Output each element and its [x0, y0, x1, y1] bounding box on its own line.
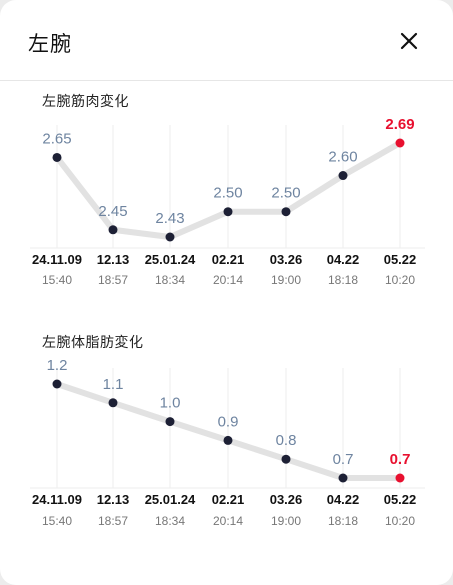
x-tick-time: 19:00	[271, 273, 301, 287]
x-tick-date: 03.26	[270, 252, 303, 267]
x-tick-date: 02.21	[212, 252, 245, 267]
x-tick-time: 15:40	[42, 514, 72, 528]
data-label: 0.8	[276, 432, 297, 449]
data-label: 2.45	[98, 203, 127, 220]
x-tick-date: 03.26	[270, 492, 303, 507]
x-tick-date: 04.22	[327, 492, 360, 507]
x-tick-date: 05.22	[384, 252, 417, 267]
x-tick-time: 20:14	[213, 273, 243, 287]
data-point[interactable]	[165, 232, 175, 242]
data-label: 1.1	[103, 376, 124, 393]
x-tick-date: 24.11.09	[32, 492, 82, 507]
muscle-chart: 2.65 2.45 2.43 2.50 2.50 2.60 2.69 24.11.09 15:4…	[30, 116, 425, 287]
x-tick-date: 05.22	[384, 492, 417, 507]
fat-chart-title: 左腕体脂肪変化	[42, 335, 144, 351]
data-label: 2.50	[271, 185, 300, 202]
data-point[interactable]	[338, 473, 348, 483]
data-label: 1.2	[47, 357, 68, 374]
data-point[interactable]	[338, 171, 348, 181]
data-label: 2.60	[328, 149, 357, 166]
muscle-chart-title: 左腕筋肉変化	[42, 94, 129, 110]
x-tick-time: 20:14	[213, 514, 243, 528]
data-point[interactable]	[223, 435, 233, 445]
data-point[interactable]	[52, 152, 62, 162]
x-tick-time: 18:57	[98, 273, 128, 287]
data-point[interactable]	[395, 138, 405, 148]
x-tick-time: 18:34	[155, 514, 185, 528]
x-tick-date: 25.01.24	[145, 492, 196, 507]
page-title: 左腕	[28, 32, 72, 56]
data-label: 0.9	[218, 413, 239, 430]
data-label: 2.65	[42, 130, 71, 147]
data-label: 1.0	[160, 395, 181, 412]
data-point[interactable]	[165, 417, 175, 427]
close-icon	[400, 32, 418, 50]
data-label: 2.43	[155, 210, 184, 227]
x-tick-time: 19:00	[271, 514, 301, 528]
x-tick-date: 02.21	[212, 492, 245, 507]
data-point[interactable]	[281, 207, 291, 217]
data-label: 0.7	[333, 451, 354, 468]
x-tick-date: 04.22	[327, 252, 360, 267]
x-tick-time: 18:57	[98, 514, 128, 528]
data-point[interactable]	[223, 207, 233, 217]
header: 左腕	[0, 0, 453, 81]
x-tick-time: 18:34	[155, 273, 185, 287]
x-tick-time: 10:20	[385, 514, 415, 528]
data-point[interactable]	[52, 379, 62, 389]
x-tick-time: 15:40	[42, 273, 72, 287]
x-tick-time: 18:18	[328, 273, 358, 287]
data-point[interactable]	[395, 473, 405, 483]
x-tick-date: 12.13	[97, 252, 130, 267]
data-point[interactable]	[108, 398, 118, 408]
close-button[interactable]	[396, 28, 422, 54]
x-tick-time: 18:18	[328, 514, 358, 528]
x-tick-date: 12.13	[97, 492, 130, 507]
data-label: 2.50	[213, 185, 242, 202]
x-tick-date: 24.11.09	[32, 252, 82, 267]
data-point[interactable]	[108, 225, 118, 235]
x-tick-date: 25.01.24	[145, 252, 196, 267]
data-label: 2.69	[385, 116, 414, 133]
x-tick-time: 10:20	[385, 273, 415, 287]
data-point[interactable]	[281, 454, 291, 464]
data-label: 0.7	[390, 451, 411, 468]
